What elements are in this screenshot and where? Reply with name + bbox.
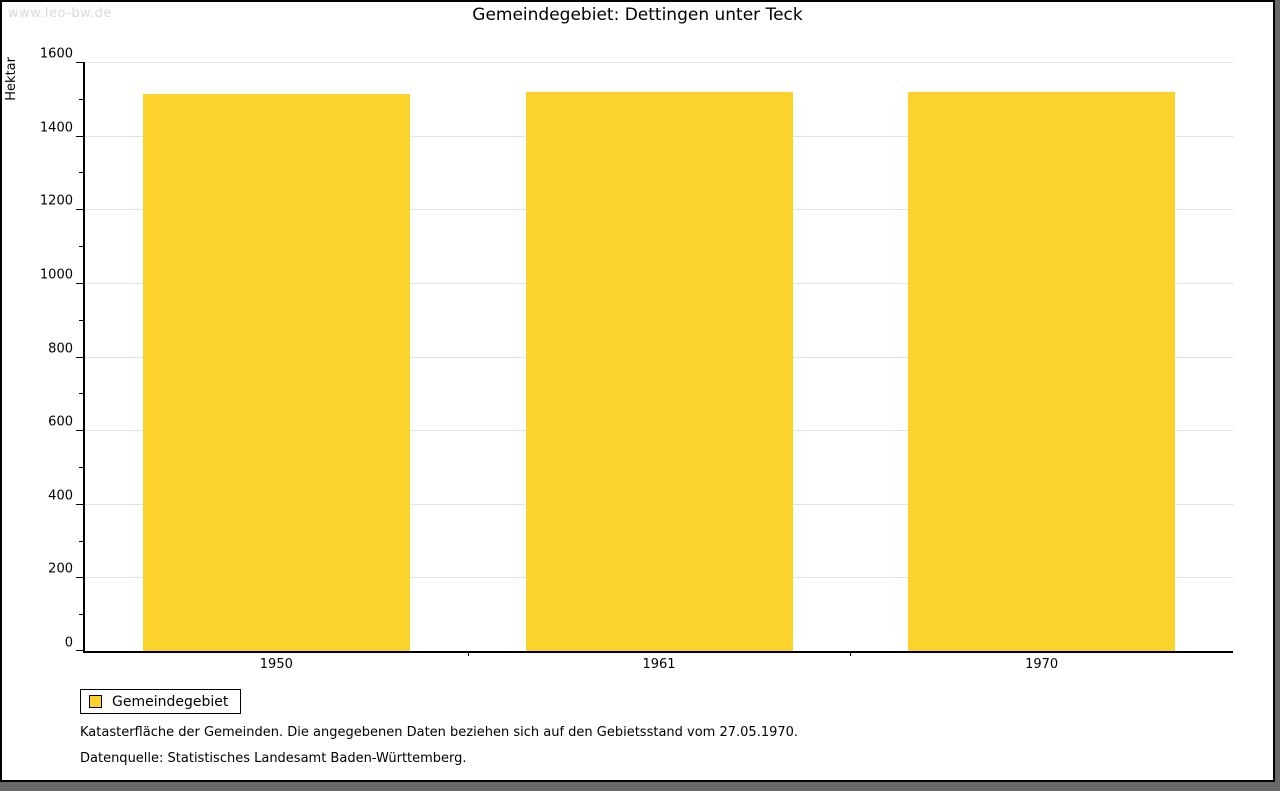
y-axis-major-tick xyxy=(76,356,83,358)
y-axis-major-tick xyxy=(76,282,83,284)
watermark: www.leo-bw.de xyxy=(8,6,112,21)
bar-1961 xyxy=(525,92,793,651)
x-axis-boundary-tick xyxy=(467,651,469,656)
x-axis-tick-label: 1950 xyxy=(259,657,293,672)
y-axis-minor-tick xyxy=(79,172,83,174)
gridline xyxy=(85,62,1233,63)
y-axis-minor-tick xyxy=(79,540,83,542)
bar-1950 xyxy=(142,94,410,651)
y-axis-major-tick xyxy=(76,209,83,211)
y-axis-major-tick xyxy=(76,650,83,651)
footnote-description: Katasterfläche der Gemeinden. Die angege… xyxy=(80,725,799,740)
y-axis-minor-tick xyxy=(79,466,83,468)
y-axis-tick-label: 400 xyxy=(48,488,73,504)
plot-area: 0 200 400 600 800 1000 1200 1400 1600 1950 1961 197… xyxy=(40,47,1233,672)
y-axis-minor-tick xyxy=(79,614,83,616)
y-axis-tick-label: 1200 xyxy=(39,193,73,209)
y-axis-major-tick xyxy=(76,62,83,63)
legend-label: Gemeindegebiet xyxy=(112,693,229,710)
y-axis-minor-tick xyxy=(79,393,83,395)
bar-1970 xyxy=(908,92,1176,651)
y-axis-major-tick xyxy=(76,577,83,579)
y-axis-tick-label: 1000 xyxy=(39,267,73,283)
y-axis-minor-tick xyxy=(79,98,83,100)
y-axis-tick-label: 0 xyxy=(64,635,73,651)
y-axis-tick-label: 600 xyxy=(48,414,73,430)
y-axis-major-tick xyxy=(76,430,83,432)
x-axis-boundary-tick xyxy=(850,651,852,656)
chart-title: Gemeindegebiet: Dettingen unter Teck xyxy=(472,5,803,25)
x-axis-tick-label: 1961 xyxy=(642,657,676,672)
x-axis-tick-label: 1970 xyxy=(1025,657,1059,672)
legend: Gemeindegebiet xyxy=(80,689,242,714)
y-axis-tick-label: 1400 xyxy=(39,120,73,136)
y-axis-minor-tick xyxy=(79,246,83,248)
y-axis-minor-tick xyxy=(79,319,83,321)
legend-swatch xyxy=(89,695,102,708)
footnote-source: Datenquelle: Statistisches Landesamt Bad… xyxy=(80,751,467,766)
y-axis-tick-label: 800 xyxy=(48,341,73,356)
y-axis-major-tick xyxy=(76,135,83,137)
y-axis-major-tick xyxy=(76,503,83,505)
y-axis-tick-label: 200 xyxy=(48,561,73,577)
y-axis-title: Hektar xyxy=(4,57,19,101)
y-axis-tick-label: 1600 xyxy=(39,46,73,62)
